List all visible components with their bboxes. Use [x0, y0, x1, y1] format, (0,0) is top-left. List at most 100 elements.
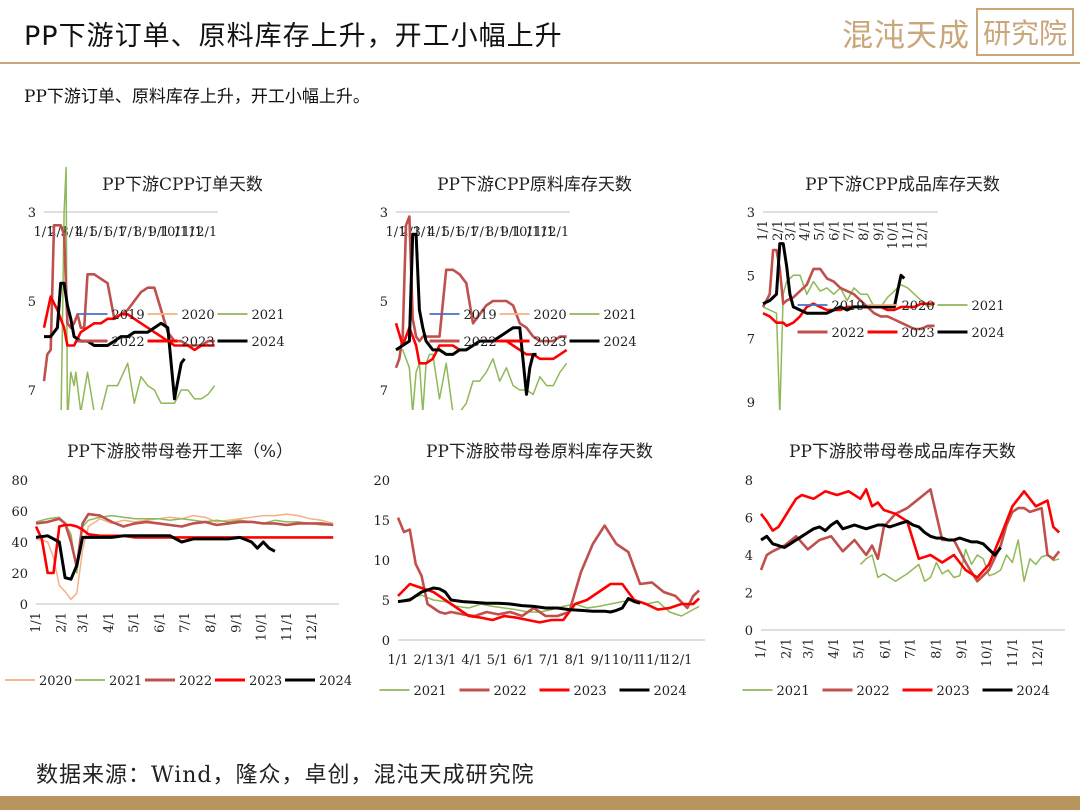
legend-label-2020: 2020 — [39, 674, 72, 689]
x-tick-label: 1/1 — [34, 225, 55, 240]
legend-label-2020: 2020 — [182, 308, 215, 323]
legend-label-2023: 2023 — [534, 335, 567, 350]
legend-label-2024: 2024 — [972, 326, 1005, 341]
x-tick-label: 5/1 — [90, 225, 111, 240]
legend-label-2022: 2022 — [179, 674, 212, 689]
y-tick-label: 5 — [28, 295, 36, 310]
x-tick-label: 9/1 — [955, 638, 970, 659]
x-tick-label: 4/1 — [75, 225, 96, 240]
y-tick-label: 5 — [380, 295, 388, 310]
chart-cpp-product-inventory: PP下游CPP成品库存天数 3579111/12/13/14/15/16/17/… — [730, 165, 1075, 410]
legend-label-2024: 2024 — [604, 335, 637, 350]
series-line-2024 — [395, 232, 537, 396]
x-tick-label: 3/1 — [435, 653, 456, 668]
x-tick-label: 12/1 — [663, 653, 692, 668]
chart-tape-product-inventory: PP下游胶带母卷成品库存天数 0 2 4 6 8 1/1 2/1 3/1 4/1 5/1 6/1 7/… — [730, 432, 1075, 702]
series-line-2023 — [34, 523, 334, 575]
x-tick-label: 2/1 — [780, 638, 795, 659]
chart-title: PP下游CPP成品库存天数 — [805, 175, 1000, 195]
x-tick-label: 8/1 — [929, 638, 944, 659]
logo-text: 混沌天成 — [842, 17, 970, 54]
title-bar: PP下游订单、原料库存上升，开工小幅上升 混沌天成 研究院 — [0, 0, 1080, 64]
bottom-bar — [0, 796, 1080, 810]
x-tick-label: 6/1 — [153, 612, 168, 633]
y-tick-label: 40 — [11, 536, 28, 551]
x-tick-label: 1/1 — [388, 653, 409, 668]
y-tick-label: 60 — [11, 505, 28, 520]
series-line-2024 — [35, 534, 276, 581]
x-tick-label: 7/1 — [119, 225, 140, 240]
x-tick-label: 11/1 — [526, 225, 555, 240]
x-tick-label: 1/1 — [754, 638, 769, 659]
y-tick-label: 5 — [382, 594, 390, 609]
x-tick-label: 11/1 — [280, 612, 295, 641]
legend-label-2023: 2023 — [937, 684, 970, 699]
legend-label-2021: 2021 — [604, 308, 637, 323]
chart-cpp-raw-inventory-svg: 35791/12/13/14/15/16/17/18/19/110/111/11… — [380, 206, 637, 410]
series-line-2024 — [44, 281, 186, 401]
legend-label-2022: 2022 — [112, 335, 145, 350]
x-tick-label: 7/1 — [178, 612, 193, 633]
x-tick-label: 8/1 — [134, 225, 155, 240]
legend-label-2020: 2020 — [902, 299, 935, 314]
chart-title: PP下游CPP订单天数 — [102, 175, 263, 195]
chart-cpp-orders: PP下游CPP订单天数 35791/12/13/14/15/16/17/18/1… — [10, 165, 355, 410]
x-tick-label: 4/1 — [461, 653, 482, 668]
chart-tape-operating-rate-svg: 0 20 40 60 80 1/1 2/1 3/1 4/1 5/1 6/1 7/1 8/1 9/1 10/1… — [5, 474, 352, 689]
x-tick-label: 4/1 — [798, 220, 813, 241]
chart-cpp-product-inventory-svg: 3579111/12/13/14/15/16/17/18/19/110/111/… — [747, 206, 1005, 410]
x-tick-label: 11/1 — [901, 220, 916, 249]
x-tick-label: 5/1 — [127, 612, 142, 633]
x-tick-label: 8/1 — [857, 220, 872, 241]
x-tick-label: 6/1 — [513, 653, 534, 668]
x-tick-label: 4/1 — [427, 225, 448, 240]
x-tick-label: 6/1 — [879, 638, 894, 659]
x-tick-label: 6/1 — [105, 225, 126, 240]
y-tick-label: 3 — [28, 206, 36, 221]
legend-label-2022: 2022 — [857, 684, 890, 699]
y-tick-label: 0 — [745, 624, 753, 639]
y-tick-label: 3 — [380, 206, 388, 221]
y-tick-label: 8 — [745, 474, 753, 489]
legend-label-2019: 2019 — [464, 308, 497, 323]
y-tick-label: 80 — [11, 474, 28, 489]
chart-title: PP下游胶带母卷开工率（%） — [66, 442, 294, 462]
chart-title: PP下游CPP原料库存天数 — [437, 175, 632, 195]
legend-label-2021: 2021 — [414, 684, 447, 699]
x-tick-label: 4/1 — [827, 638, 842, 659]
y-tick-label: 0 — [382, 634, 390, 649]
x-tick-label: 9/1 — [591, 653, 612, 668]
x-tick-label: 12/1 — [1031, 638, 1046, 667]
x-tick-label: 12/1 — [916, 220, 931, 249]
y-tick-label: 15 — [373, 514, 390, 529]
x-tick-label: 11/1 — [638, 653, 667, 668]
y-tick-label: 7 — [380, 384, 388, 399]
y-tick-label: 4 — [745, 549, 753, 564]
x-tick-label: 9/1 — [501, 225, 522, 240]
legend-label-2021: 2021 — [777, 684, 810, 699]
y-tick-label: 7 — [747, 333, 755, 348]
x-tick-label: 9/1 — [229, 612, 244, 633]
x-tick-label: 2/1 — [771, 220, 786, 241]
y-tick-label: 9 — [747, 396, 755, 410]
legend-label-2022: 2022 — [832, 326, 865, 341]
series-line-2021 — [859, 539, 1060, 583]
x-tick-label: 10/1 — [511, 225, 540, 240]
legend-label-2020: 2020 — [534, 308, 567, 323]
x-tick-label: 11/1 — [174, 225, 203, 240]
x-tick-label: 1/1 — [29, 612, 44, 633]
chart-title: PP下游胶带母卷成品库存天数 — [789, 442, 1016, 462]
x-tick-label: 12/1 — [305, 612, 320, 641]
x-tick-label: 3/1 — [801, 638, 816, 659]
chart-cpp-orders-svg: 35791/12/13/14/15/16/17/18/19/110/111/11… — [28, 166, 285, 410]
brand-logo: 混沌天成 研究院 — [842, 8, 1075, 56]
x-tick-label: 3/1 — [783, 220, 798, 241]
page-subtitle: PP下游订单、原料库存上升，开工小幅上升。 — [24, 87, 370, 107]
x-tick-label: 10/1 — [886, 220, 901, 249]
x-tick-label: 5/1 — [813, 220, 828, 241]
y-tick-label: 5 — [747, 269, 755, 284]
legend-label-2023: 2023 — [902, 326, 935, 341]
x-tick-label: 2/1 — [414, 653, 435, 668]
series-line-2024 — [762, 242, 906, 315]
x-tick-label: 10/1 — [255, 612, 270, 641]
